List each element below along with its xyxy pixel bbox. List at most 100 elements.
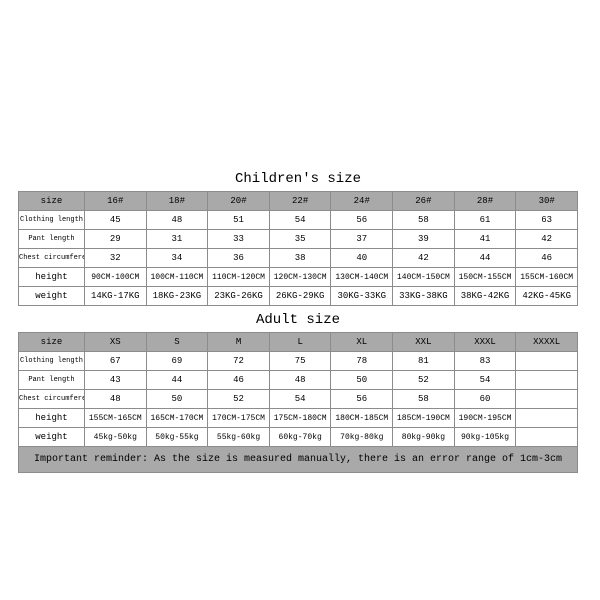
children-cell: 38 [269, 249, 331, 268]
children-cell: 32 [84, 249, 146, 268]
children-cell: 155CM-160CM [516, 268, 578, 287]
children-table-row: weight14KG-17KG18KG-23KG23KG-26KG26KG-29… [19, 287, 578, 306]
children-cell: 40 [331, 249, 393, 268]
adult-size-header: XL [331, 333, 393, 352]
adult-cell: 46 [208, 371, 270, 390]
adult-cell: 50kg-55kg [146, 428, 208, 447]
children-cell: 38KG-42KG [454, 287, 516, 306]
adult-size-header: L [269, 333, 331, 352]
children-cell: 58 [393, 211, 455, 230]
adult-size-header: XXXL [454, 333, 516, 352]
children-cell: 150CM-155CM [454, 268, 516, 287]
adult-cell: 69 [146, 352, 208, 371]
adult-cell: 43 [84, 371, 146, 390]
adult-cell: 155CM-165CM [84, 409, 146, 428]
adult-header-row: sizeXSSMLXLXXLXXXLXXXXL [19, 333, 578, 352]
adult-cell: 54 [454, 371, 516, 390]
children-cell: 36 [208, 249, 270, 268]
children-title: Children's size [18, 165, 578, 191]
adult-cell: 58 [393, 390, 455, 409]
adult-size-header: XXL [393, 333, 455, 352]
children-size-header: 16# [84, 192, 146, 211]
children-cell: 51 [208, 211, 270, 230]
children-row-label: Clothing length [19, 211, 85, 230]
children-cell: 61 [454, 211, 516, 230]
adult-row-label: size [19, 333, 85, 352]
children-size-header: 24# [331, 192, 393, 211]
children-cell: 42KG-45KG [516, 287, 578, 306]
children-table-row: Pant length2931333537394142 [19, 230, 578, 249]
adult-cell: 50 [146, 390, 208, 409]
adult-cell: 45kg-50kg [84, 428, 146, 447]
adult-table-row: Chest circumference 1/248505254565860 [19, 390, 578, 409]
children-size-header: 30# [516, 192, 578, 211]
reminder-text: Important reminder: As the size is measu… [18, 447, 578, 473]
adult-cell: 67 [84, 352, 146, 371]
adult-cell: 52 [208, 390, 270, 409]
adult-cell: 83 [454, 352, 516, 371]
adult-cell: 81 [393, 352, 455, 371]
children-cell: 31 [146, 230, 208, 249]
adult-table-row: weight45kg-50kg50kg-55kg55kg-60kg60kg-70… [19, 428, 578, 447]
children-row-label: weight [19, 287, 85, 306]
children-cell: 35 [269, 230, 331, 249]
children-cell: 63 [516, 211, 578, 230]
children-row-label: height [19, 268, 85, 287]
children-row-label: size [19, 192, 85, 211]
adult-cell [516, 352, 578, 371]
children-cell: 48 [146, 211, 208, 230]
children-table-row: Chest circumference 1/23234363840424446 [19, 249, 578, 268]
adult-cell: 48 [269, 371, 331, 390]
children-cell: 14KG-17KG [84, 287, 146, 306]
adult-cell: 70kg-80kg [331, 428, 393, 447]
adult-size-header: XS [84, 333, 146, 352]
adult-table-row: Clothing length67697275788183 [19, 352, 578, 371]
adult-cell: 50 [331, 371, 393, 390]
children-cell: 45 [84, 211, 146, 230]
adult-size-header: M [208, 333, 270, 352]
adult-cell [516, 428, 578, 447]
adult-cell [516, 371, 578, 390]
adult-cell: 60kg-70kg [269, 428, 331, 447]
adult-cell [516, 409, 578, 428]
children-cell: 26KG-29KG [269, 287, 331, 306]
adult-cell: 170CM-175CM [208, 409, 270, 428]
adult-row-label: Pant length [19, 371, 85, 390]
adult-size-header: S [146, 333, 208, 352]
adult-size-header: XXXXL [516, 333, 578, 352]
children-size-header: 28# [454, 192, 516, 211]
children-cell: 90CM-100CM [84, 268, 146, 287]
children-cell: 100CM-110CM [146, 268, 208, 287]
adult-cell: 78 [331, 352, 393, 371]
children-cell: 46 [516, 249, 578, 268]
children-cell: 33 [208, 230, 270, 249]
adult-cell: 185CM-190CM [393, 409, 455, 428]
children-cell: 29 [84, 230, 146, 249]
children-size-header: 22# [269, 192, 331, 211]
children-size-header: 26# [393, 192, 455, 211]
children-cell: 23KG-26KG [208, 287, 270, 306]
adult-cell: 56 [331, 390, 393, 409]
children-table-row: height90CM-100CM100CM-110CM110CM-120CM12… [19, 268, 578, 287]
children-cell: 44 [454, 249, 516, 268]
adult-cell [516, 390, 578, 409]
adult-cell: 165CM-170CM [146, 409, 208, 428]
adult-cell: 90kg-105kg [454, 428, 516, 447]
children-cell: 130CM-140CM [331, 268, 393, 287]
adult-cell: 190CM-195CM [454, 409, 516, 428]
children-size-header: 18# [146, 192, 208, 211]
adult-cell: 44 [146, 371, 208, 390]
children-cell: 41 [454, 230, 516, 249]
children-size-table: size16#18#20#22#24#26#28#30#Clothing len… [18, 191, 578, 306]
adult-table-row: height155CM-165CM165CM-170CM170CM-175CM1… [19, 409, 578, 428]
children-cell: 33KG-38KG [393, 287, 455, 306]
adult-cell: 52 [393, 371, 455, 390]
adult-cell: 75 [269, 352, 331, 371]
children-cell: 120CM-130CM [269, 268, 331, 287]
children-cell: 42 [516, 230, 578, 249]
adult-row-label: height [19, 409, 85, 428]
adult-row-label: Clothing length [19, 352, 85, 371]
adult-row-label: Chest circumference 1/2 [19, 390, 85, 409]
adult-cell: 175CM-180CM [269, 409, 331, 428]
adult-cell: 54 [269, 390, 331, 409]
